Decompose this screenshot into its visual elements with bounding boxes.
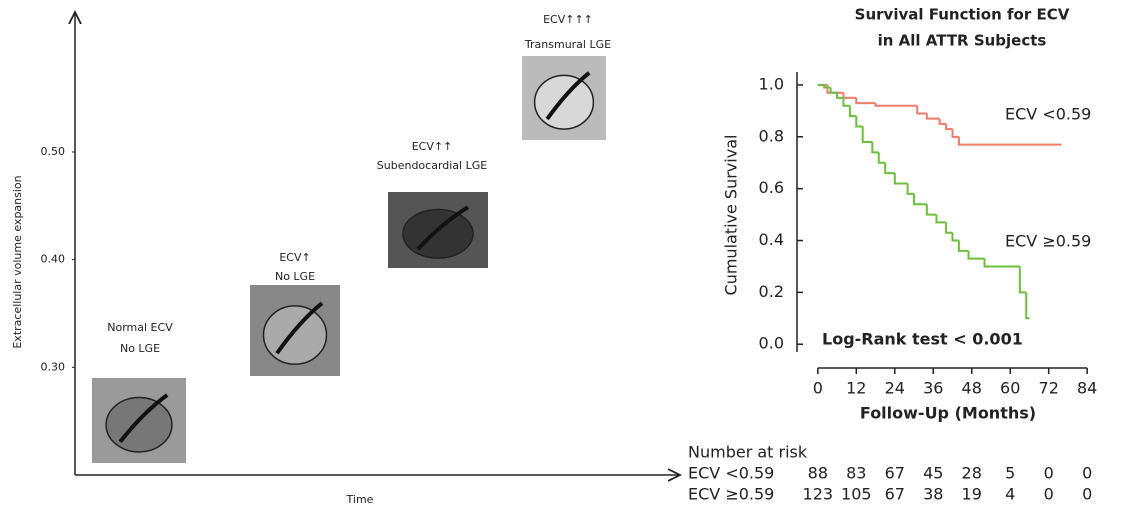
stage-label: Normal ECV [107, 321, 173, 334]
x-tick-label: 24 [885, 379, 905, 398]
x-tick-label: 12 [846, 379, 866, 398]
risk-count: 0 [1082, 485, 1092, 504]
stage-label: Subendocardial LGE [377, 159, 487, 172]
risk-count: 0 [1044, 485, 1054, 504]
risk-count: 67 [885, 485, 905, 504]
figure: Extracellular volume expansion Time 0.30… [0, 0, 1123, 508]
risk-count: 105 [841, 485, 872, 504]
survival-step [843, 98, 849, 106]
risk-row-name: ECV <0.59 [688, 464, 774, 483]
y-tick-label: 0.50 [41, 145, 66, 158]
survival-step [985, 259, 1020, 267]
mri-heart [106, 398, 172, 452]
stage-label: ECV↑↑↑ [543, 13, 593, 26]
series-label: ECV <0.59 [1005, 105, 1091, 124]
survival-step [843, 93, 856, 98]
x-tick-label: 60 [1000, 379, 1020, 398]
survival-step [940, 119, 946, 124]
risk-count: 4 [1005, 485, 1015, 504]
mri-heart [535, 75, 594, 129]
survival-step [927, 204, 937, 214]
risk-row-name: ECV ≥0.59 [688, 485, 774, 504]
y-tick-label: 0.0 [759, 334, 784, 353]
survival-step [895, 173, 908, 183]
mri-heart [264, 306, 327, 364]
chart-title: in All ATTR Subjects [878, 32, 1047, 50]
survival-step [908, 183, 914, 193]
risk-count: 28 [962, 464, 982, 483]
risk-count: 38 [923, 485, 943, 504]
risk-count: 0 [1082, 464, 1092, 483]
survival-step [876, 103, 918, 106]
y-tick-label: 0.40 [41, 253, 66, 266]
y-tick-label: 0.2 [759, 282, 784, 301]
risk-count: 45 [923, 464, 943, 483]
y-tick-label: 1.0 [759, 74, 784, 93]
survival-step [856, 116, 862, 126]
x-tick-label: 0 [813, 379, 823, 398]
survival-step [946, 124, 952, 129]
survival-step [959, 137, 1062, 145]
y-axis-label: Cumulative Survival [722, 135, 741, 296]
risk-count: 0 [1044, 464, 1054, 483]
survival-step [917, 106, 927, 114]
survival-step [1026, 292, 1029, 318]
risk-title: Number at risk [688, 443, 808, 462]
x-tick-label: 84 [1077, 379, 1097, 398]
annotation: Log-Rank test < 0.001 [822, 330, 1023, 349]
stage-diagram: Extracellular volume expansion Time 0.30… [11, 12, 680, 506]
survival-step [885, 163, 895, 173]
mri-images [92, 56, 606, 463]
risk-count: 5 [1005, 464, 1015, 483]
survival-step [914, 194, 927, 204]
survival-step [850, 106, 856, 116]
y-tick-label: 0.8 [759, 126, 784, 145]
x-tick-label: 36 [923, 379, 943, 398]
risk-count: 123 [803, 485, 834, 504]
stage-label: Transmural LGE [524, 38, 611, 51]
survival-step [946, 222, 952, 232]
survival-step [1020, 266, 1026, 292]
survival-step [936, 215, 946, 223]
y-tick-label: 0.30 [41, 360, 66, 373]
survival-step [863, 126, 873, 142]
survival-step [953, 233, 959, 241]
risk-count: 88 [808, 464, 828, 483]
chart-title: Survival Function for ECV [855, 6, 1070, 24]
y-tick-label: 0.6 [759, 178, 784, 197]
survival-chart: Survival Function for ECV in All ATTR Su… [688, 6, 1097, 504]
survival-step [872, 142, 878, 152]
survival-step [856, 98, 875, 103]
stage-label: ECV↑ [279, 251, 310, 264]
x-axis-label: Follow-Up (Months) [860, 404, 1036, 423]
x-axis-label: Time [346, 493, 374, 506]
survival-step [927, 113, 940, 118]
mri-heart [403, 209, 473, 258]
stage-label: No LGE [275, 270, 315, 283]
y-axis-label: Extracellular volume expansion [11, 175, 24, 348]
stage-label: ECV↑↑ [412, 140, 453, 153]
survival-step [879, 152, 885, 162]
risk-count: 19 [962, 485, 982, 504]
y-tick-label: 0.4 [759, 230, 784, 249]
x-tick-label: 48 [962, 379, 982, 398]
x-tick-label: 72 [1039, 379, 1059, 398]
survival-step [959, 241, 969, 251]
risk-count: 67 [885, 464, 905, 483]
survival-step [831, 88, 837, 93]
survival-step [953, 129, 959, 137]
series-label: ECV ≥0.59 [1005, 232, 1091, 251]
survival-step [969, 251, 985, 259]
stage-label: No LGE [120, 342, 160, 355]
risk-count: 83 [846, 464, 866, 483]
